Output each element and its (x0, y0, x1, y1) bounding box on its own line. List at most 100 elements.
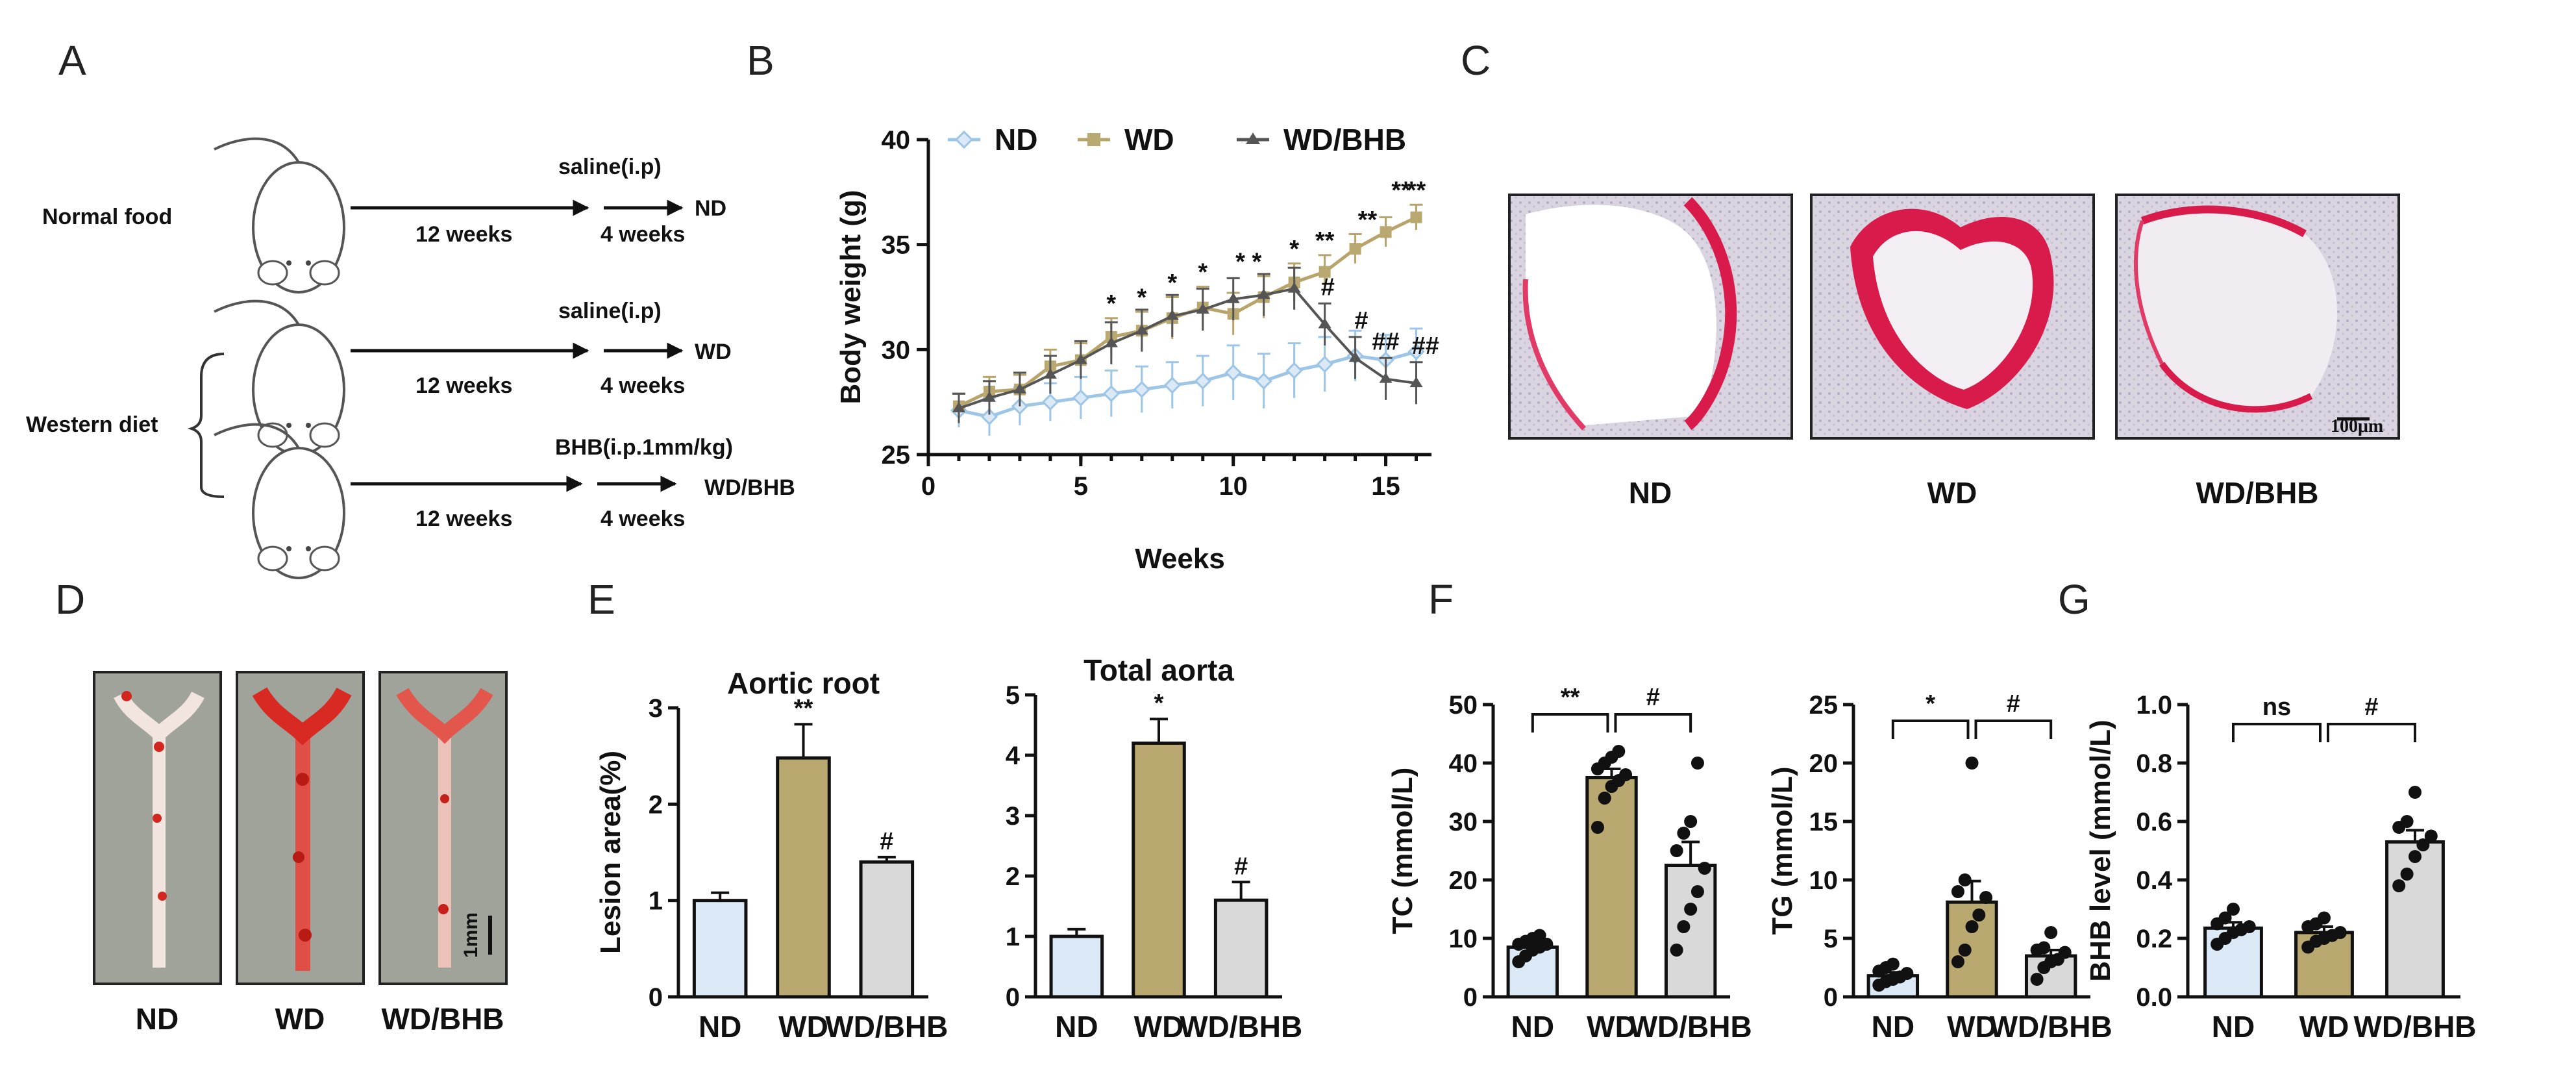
x-tick-label: 0 (921, 472, 935, 501)
label-treatment: saline(i.p) (558, 299, 662, 323)
y-tick-label: 2 (649, 790, 663, 819)
y-tick-label: 0 (1824, 983, 1838, 1012)
significance-marker: # (1321, 273, 1335, 301)
y-tick-label: 20 (1809, 749, 1839, 778)
significance-marker: * (1106, 290, 1116, 318)
y-tick-label: 0.0 (2136, 983, 2172, 1012)
data-point-nd (1102, 385, 1120, 403)
data-point (1684, 815, 1698, 828)
data-point (1979, 891, 1993, 904)
significance-marker: ** (1358, 207, 1378, 234)
x-category-label: WD/BHB (825, 1010, 948, 1044)
data-point (1677, 920, 1690, 933)
data-point-nd (1041, 394, 1059, 411)
y-tick-label: 0 (649, 983, 663, 1012)
comparison-bracket (2327, 723, 2416, 742)
bar-wd (1946, 900, 1998, 999)
bar-wd-bhb (2385, 840, 2445, 999)
bar-wd-bhb (1213, 898, 1269, 999)
comparison-bracket (2232, 723, 2322, 742)
bar-wd-bhb (859, 860, 915, 999)
panel-a-schematic: Normal food Western diet 12 weeks 4 week… (26, 137, 795, 579)
data-point-nd (1163, 377, 1181, 394)
y-tick-label: 30 (1449, 808, 1478, 836)
data-point-wd-bhb (1348, 351, 1362, 362)
scale-bar-label: 100μm (2331, 416, 2383, 436)
panel-d-aorta-photos: 1mm ND WD WD/BHB (93, 671, 508, 1036)
y-tick-label: 15 (1809, 808, 1839, 836)
x-category-label: ND (699, 1010, 741, 1044)
chart-title: Aortic root (727, 666, 880, 700)
x-category-label: WD (1134, 1010, 1184, 1044)
panel-label-b: B (747, 37, 774, 84)
y-tick-label: 40 (1449, 749, 1478, 778)
x-category-label: WD/BHB (1180, 1010, 1302, 1044)
aorta-photo-wd (236, 671, 365, 985)
x-category-label: WD (1587, 1010, 1637, 1044)
data-point-wd-bhb (1196, 303, 1209, 314)
significance-marker: ** (1315, 227, 1335, 255)
data-point (1598, 792, 1611, 805)
data-point (1886, 957, 1900, 971)
data-point (1958, 944, 1972, 957)
data-point-wd-bhb (1257, 288, 1270, 299)
x-tick-label: 10 (1219, 472, 1248, 501)
significance-marker: * * (1235, 248, 1261, 275)
significance-marker: # (880, 828, 893, 855)
significance-marker: * (1289, 236, 1299, 263)
panel-label-c: C (1461, 37, 1491, 84)
data-point-wd-bhb (1287, 282, 1301, 293)
data-point-nd (1194, 372, 1211, 390)
data-point (1670, 944, 1683, 957)
y-tick-label: 0.8 (2136, 749, 2172, 778)
series-line-nd (958, 350, 1417, 419)
data-point (2037, 941, 2051, 955)
data-point-wd-bhb (1043, 368, 1057, 379)
legend-marker-wd-bhb (1246, 132, 1260, 144)
data-point (1670, 844, 1683, 857)
data-point-wd (1349, 243, 1361, 255)
label-western-diet: Western diet (26, 412, 158, 437)
data-point (2044, 926, 2058, 939)
data-point (2400, 868, 2414, 881)
label-nd: ND (136, 1002, 179, 1036)
data-point (2424, 829, 2438, 843)
legend-label: WD (1124, 123, 1174, 157)
panel-g-bhb-chart: 0.0 0.2 0.4 0.6 0.8 1.0 ND WD WD/BHB BHB level (m… (2085, 691, 2477, 1044)
data-point (2058, 946, 2072, 959)
y-tick-label: 35 (882, 231, 911, 260)
aorta-photo-wd-bhb: 1mm (378, 671, 508, 985)
y-tick-label: 20 (1449, 866, 1478, 895)
panel-label-e: E (588, 576, 615, 623)
label-group: WD (695, 340, 732, 364)
label-12-weeks: 12 weeks (415, 222, 512, 247)
x-category-label: WD (2299, 1010, 2349, 1044)
significance-marker: # (1234, 853, 1248, 880)
y-tick-label: 3 (1006, 802, 1020, 831)
comparison-label: * (1926, 690, 1935, 718)
label-12-weeks: 12 weeks (415, 507, 512, 531)
data-point (2318, 911, 2331, 925)
data-point (1965, 920, 1979, 933)
y-tick-label: 1.0 (2136, 691, 2172, 720)
data-point (2242, 920, 2256, 933)
label-12-weeks: 12 weeks (415, 373, 512, 398)
data-point-wd (1319, 266, 1331, 278)
panel-label-a: A (58, 37, 86, 84)
y-axis-label: TG (mmol/L) (1766, 766, 1798, 934)
data-point-wd (1380, 226, 1392, 238)
scale-bar-label: 1mm (460, 912, 482, 958)
y-tick-label: 40 (882, 126, 911, 155)
significance-marker: # (1354, 307, 1368, 334)
x-tick-label: 15 (1371, 472, 1400, 501)
data-point (1951, 955, 1964, 968)
y-tick-label: 10 (1809, 866, 1839, 895)
y-tick-label: 5 (1006, 681, 1020, 710)
data-point-wd (1410, 211, 1422, 223)
series-line-wd-bhb (958, 287, 1417, 410)
data-point (1533, 929, 1546, 942)
data-point-wd-bhb (1013, 382, 1026, 394)
panel-label-d: D (55, 576, 85, 623)
data-point-wd-bhb (1409, 377, 1423, 388)
